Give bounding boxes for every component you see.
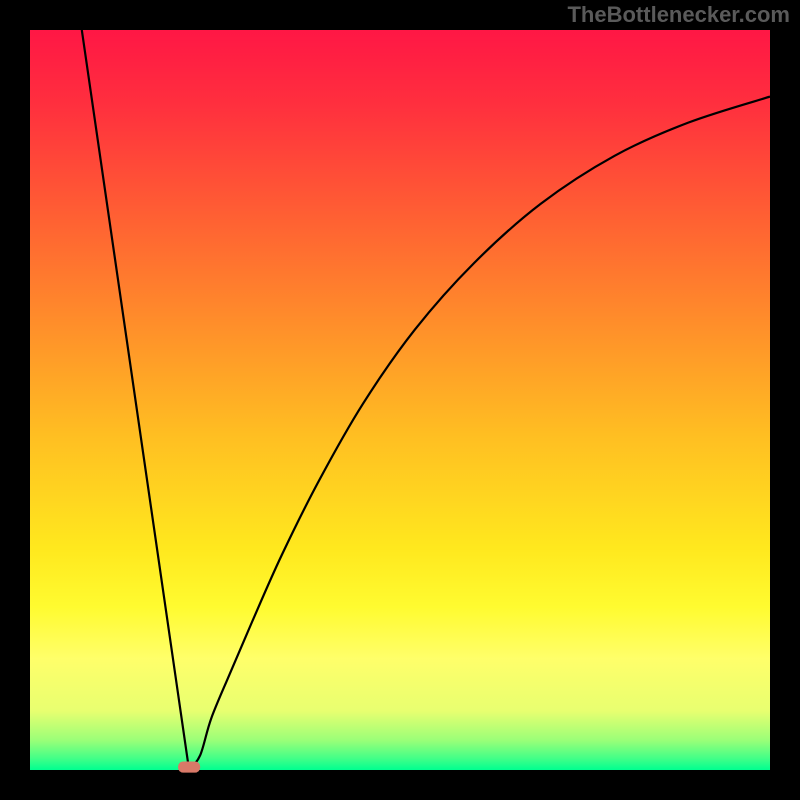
- chart-gradient-background: [30, 30, 770, 770]
- optimal-point-marker: [178, 761, 200, 772]
- watermark-text: TheBottlenecker.com: [567, 2, 790, 28]
- chart-container: TheBottlenecker.com: [0, 0, 800, 800]
- bottleneck-chart-svg: [0, 0, 800, 800]
